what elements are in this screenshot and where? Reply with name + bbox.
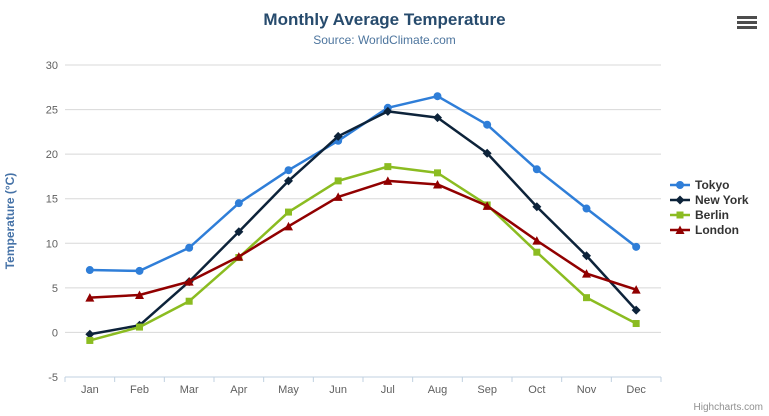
- data-point-tokyo[interactable]: [532, 165, 541, 174]
- data-point-tokyo[interactable]: [284, 166, 293, 175]
- data-point-tokyo[interactable]: [135, 266, 144, 275]
- y-axis-tick-label: 10: [46, 238, 58, 250]
- series-line-berlin[interactable]: [88, 165, 638, 342]
- data-point-berlin[interactable]: [185, 297, 193, 305]
- x-axis-category-label: Jun: [329, 384, 347, 396]
- y-axis-tick-label: 30: [46, 60, 58, 72]
- legend-label-london: London: [695, 222, 739, 237]
- hamburger-icon: [737, 20, 757, 24]
- data-point-london[interactable]: [184, 277, 194, 286]
- legend-label-berlin: Berlin: [695, 207, 730, 222]
- data-point-tokyo[interactable]: [234, 199, 243, 208]
- data-point-london[interactable]: [284, 221, 293, 231]
- data-point-new-york[interactable]: [433, 113, 442, 123]
- x-axis-category-label: Apr: [230, 384, 247, 396]
- data-point-new-york[interactable]: [333, 131, 343, 141]
- series-line-london[interactable]: [88, 179, 638, 299]
- circle-marker-icon: [670, 180, 690, 189]
- y-axis-tick-label: -5: [48, 372, 58, 384]
- y-axis-tick-label: 25: [46, 105, 58, 117]
- data-point-berlin[interactable]: [285, 208, 292, 216]
- data-point-berlin[interactable]: [334, 177, 342, 185]
- x-axis-category-label: Nov: [577, 384, 597, 396]
- data-point-new-york[interactable]: [532, 202, 542, 212]
- legend-label-tokyo: Tokyo: [695, 177, 730, 192]
- data-point-london[interactable]: [631, 285, 641, 294]
- data-point-tokyo[interactable]: [433, 92, 442, 101]
- data-point-new-york[interactable]: [234, 227, 244, 237]
- data-point-new-york[interactable]: [85, 329, 95, 339]
- hamburger-icon: [737, 15, 757, 19]
- legend-item-berlin[interactable]: Berlin: [670, 207, 749, 222]
- data-point-berlin[interactable]: [533, 248, 541, 256]
- x-axis-category-label: May: [278, 384, 299, 396]
- x-axis-category-label: Feb: [130, 384, 149, 396]
- diamond-marker-icon: [670, 195, 690, 204]
- data-point-london[interactable]: [582, 269, 591, 278]
- data-point-berlin[interactable]: [434, 169, 441, 177]
- data-point-london[interactable]: [532, 236, 542, 245]
- data-point-london[interactable]: [333, 192, 343, 201]
- series-line-new-york[interactable]: [88, 110, 638, 336]
- data-point-tokyo[interactable]: [185, 243, 194, 252]
- data-point-berlin[interactable]: [583, 294, 590, 302]
- data-point-berlin[interactable]: [136, 323, 143, 331]
- x-axis-category-label: Oct: [528, 384, 545, 396]
- y-axis-tick-label: 5: [52, 283, 58, 295]
- y-axis-tick-label: 20: [46, 149, 58, 161]
- chart-legend: Tokyo New York Berlin London: [670, 177, 749, 237]
- data-point-new-york[interactable]: [284, 176, 293, 186]
- data-point-london[interactable]: [482, 201, 492, 210]
- data-point-new-york[interactable]: [631, 305, 641, 315]
- data-point-tokyo[interactable]: [85, 266, 94, 275]
- data-point-london[interactable]: [85, 293, 95, 302]
- legend-label-new-york: New York: [695, 192, 749, 207]
- y-axis-tick-label: 0: [52, 327, 58, 339]
- data-point-berlin[interactable]: [86, 336, 94, 344]
- data-point-berlin[interactable]: [632, 320, 640, 328]
- data-point-berlin[interactable]: [384, 163, 392, 171]
- data-point-tokyo[interactable]: [483, 120, 492, 129]
- triangle-marker-icon: [670, 225, 690, 234]
- data-point-london[interactable]: [433, 179, 442, 189]
- data-point-tokyo[interactable]: [582, 204, 591, 213]
- legend-item-tokyo[interactable]: Tokyo: [670, 177, 749, 192]
- data-point-london[interactable]: [135, 290, 144, 299]
- data-point-new-york[interactable]: [482, 148, 492, 158]
- context-menu-button[interactable]: [735, 12, 759, 32]
- data-point-new-york[interactable]: [582, 251, 591, 261]
- legend-marker-new-york: [675, 195, 685, 204]
- y-axis-tick-label: 15: [46, 194, 58, 206]
- legend-item-london[interactable]: London: [670, 222, 749, 237]
- legend-item-new-york[interactable]: New York: [670, 192, 749, 207]
- x-axis-category-label: Jul: [381, 384, 395, 396]
- data-point-tokyo[interactable]: [632, 242, 641, 251]
- legend-marker-tokyo: [676, 180, 684, 189]
- hamburger-icon: [737, 25, 757, 29]
- data-point-london[interactable]: [234, 252, 244, 261]
- legend-marker-london: [675, 225, 685, 234]
- y-axis-title: Temperature (°C): [3, 173, 17, 270]
- data-point-london[interactable]: [383, 176, 393, 185]
- x-axis-category-label: Aug: [428, 384, 448, 396]
- x-axis-category-label: Dec: [626, 384, 646, 396]
- x-axis-category-label: Mar: [180, 384, 199, 396]
- x-axis-category-label: Sep: [477, 384, 497, 396]
- chart-title: Monthly Average Temperature: [263, 10, 506, 29]
- square-marker-icon: [670, 211, 690, 218]
- x-axis-category-label: Jan: [81, 384, 99, 396]
- legend-marker-berlin: [676, 211, 684, 218]
- chart-subtitle: Source: WorldClimate.com: [313, 33, 456, 47]
- series-line-tokyo[interactable]: [88, 94, 638, 273]
- highcharts-credit[interactable]: Highcharts.com: [693, 402, 763, 413]
- data-point-new-york[interactable]: [383, 106, 393, 116]
